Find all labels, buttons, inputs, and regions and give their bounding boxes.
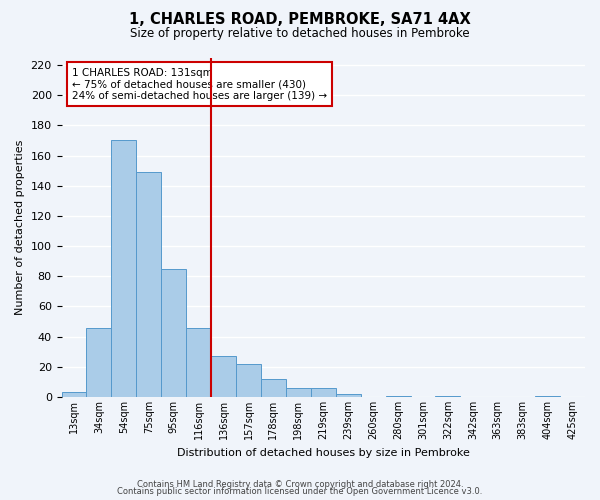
Bar (211, 356, 236, 397)
Bar (336, 394, 361, 397)
Text: 1 CHARLES ROAD: 131sqm
← 75% of detached houses are smaller (430)
24% of semi-de: 1 CHARLES ROAD: 131sqm ← 75% of detached… (72, 68, 327, 101)
Bar (236, 364, 261, 397)
Bar (535, 396, 560, 397)
Bar (186, 328, 211, 397)
X-axis label: Distribution of detached houses by size in Pembroke: Distribution of detached houses by size … (177, 448, 470, 458)
Text: 1, CHARLES ROAD, PEMBROKE, SA71 4AX: 1, CHARLES ROAD, PEMBROKE, SA71 4AX (129, 12, 471, 28)
Bar (136, 172, 161, 397)
Bar (436, 396, 460, 397)
Bar (286, 388, 311, 397)
Bar (161, 269, 186, 397)
Bar (261, 379, 286, 397)
Bar (62, 392, 86, 397)
Text: Contains HM Land Registry data © Crown copyright and database right 2024.: Contains HM Land Registry data © Crown c… (137, 480, 463, 489)
Text: Size of property relative to detached houses in Pembroke: Size of property relative to detached ho… (130, 28, 470, 40)
Bar (311, 388, 336, 397)
Y-axis label: Number of detached properties: Number of detached properties (15, 140, 25, 315)
Bar (112, 140, 136, 397)
Bar (386, 396, 410, 397)
Bar (86, 328, 112, 397)
Text: Contains public sector information licensed under the Open Government Licence v3: Contains public sector information licen… (118, 487, 482, 496)
